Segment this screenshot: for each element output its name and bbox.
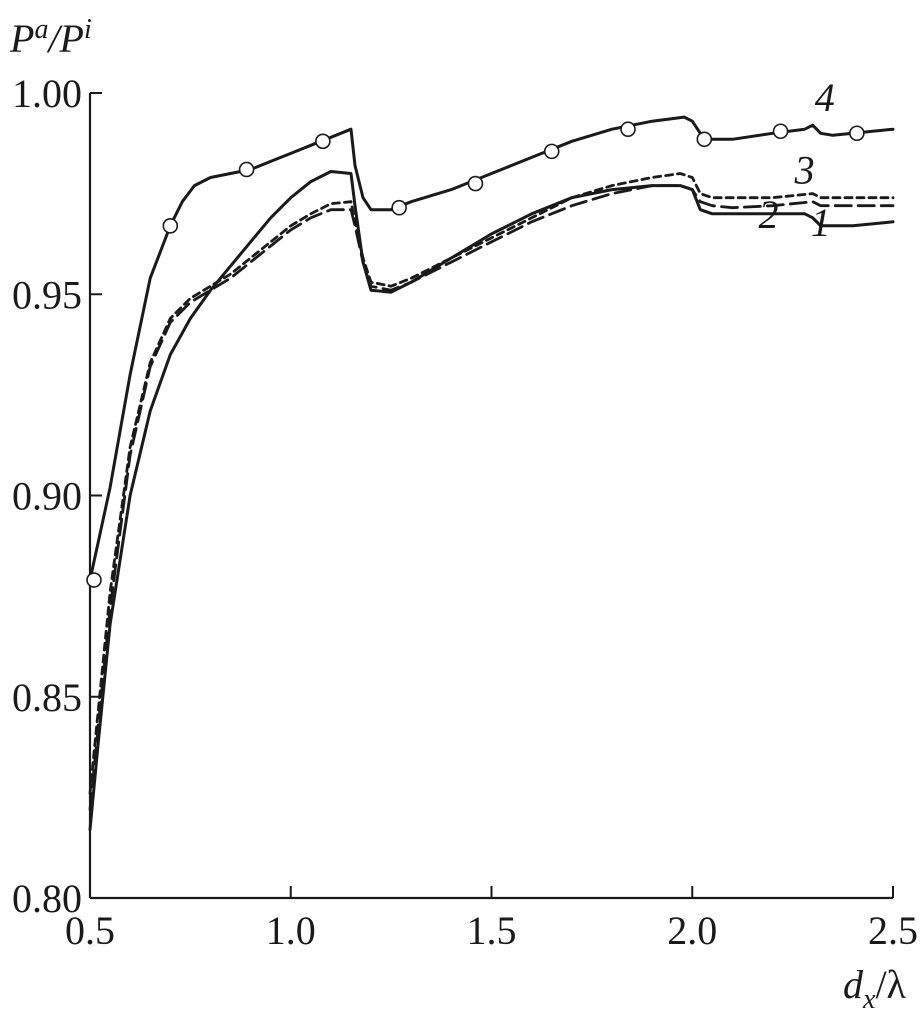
series-4-marker [391,199,407,216]
x-tick-label: 2.5 [868,908,918,953]
x-tick-label: 1.5 [467,908,517,953]
series-4-marker [467,175,484,192]
series-4-marker [86,572,102,588]
x-tick-label: 0.5 [65,908,115,953]
series-4-marker [238,161,255,178]
y-tick-label: 0.95 [12,272,82,317]
y-tick-label: 1.00 [12,71,82,116]
series-line-3 [88,172,895,795]
series-4-marker [162,218,179,234]
y-tick-label: 0.80 [12,876,82,921]
x-tick-label: 2.0 [667,908,717,953]
y-axis-label: Pa/Pi [9,14,92,61]
series-4-marker [315,133,331,150]
axis-ticks: 0.80 0.85 0.90 0.95 1.00 0.5 1.0 1.5 2.0 2.5 [12,71,918,953]
x-tick-label: 1.0 [266,908,316,953]
series-layer [86,115,895,832]
series-line-4 [88,115,895,582]
series-4-marker [772,123,789,140]
series-4-marker [696,131,713,148]
series-4-marker [620,121,636,138]
curve-label-1: 1 [811,200,831,245]
x-axis-label: dx/λ [843,962,907,1015]
y-tick-label: 0.85 [12,675,82,720]
series-line-2 [88,184,895,811]
series-4-marker [543,143,560,160]
curve-label-2: 2 [759,192,779,237]
curve-label-4: 4 [815,75,835,120]
y-tick-label: 0.90 [12,474,82,519]
series-4-marker [849,125,865,142]
curve-label-3: 3 [794,148,815,193]
series-line-1 [88,170,895,832]
